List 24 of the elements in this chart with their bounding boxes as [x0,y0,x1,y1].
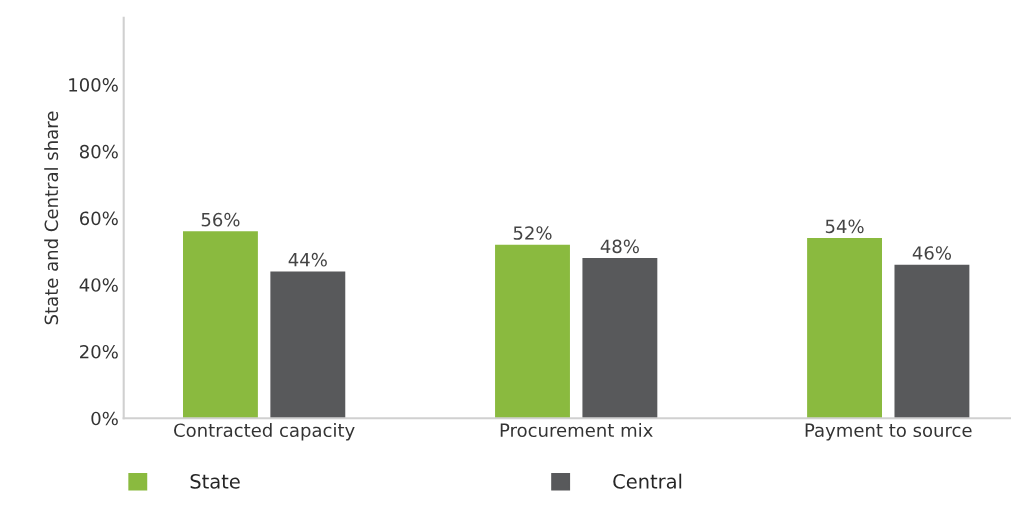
legend-label: Central [613,473,682,489]
data-label: 48% [600,239,639,254]
y-axis-title: State and Central share [44,111,59,325]
data-label: 56% [201,212,240,227]
x-tick-label: Procurement mix [500,423,653,438]
y-tick-label: 60% [79,211,118,226]
bar [807,238,882,419]
bar [582,258,658,419]
y-tick-label: 40% [79,278,118,292]
y-tick-label: 0% [91,411,118,426]
x-tick-label: Payment to source [805,423,972,441]
bar [183,231,258,419]
y-tick-label: 80% [79,144,118,159]
bar [270,271,346,419]
data-label: 52% [513,226,552,240]
data-label: 44% [288,252,327,267]
bar [894,264,970,419]
legend-label: State [190,474,240,489]
y-tick-label: 20% [80,344,118,359]
bar [495,244,570,419]
data-label: 46% [912,246,951,260]
y-tick-label: 100% [69,78,118,92]
data-label: 54% [825,219,864,234]
x-tick-label: Contracted capacity [174,423,355,441]
